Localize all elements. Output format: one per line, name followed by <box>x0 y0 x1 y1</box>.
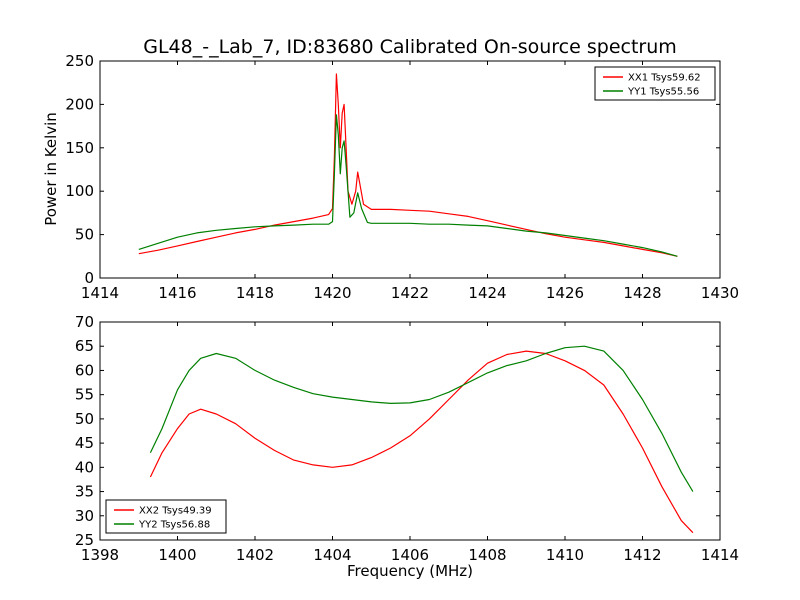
bottom-series-line-1 <box>149 350 694 534</box>
bottom-ytick-label: 65 <box>75 337 94 355</box>
top-xtick-label: 1414 <box>81 284 119 302</box>
top-legend-label-1: XX1 Tsys59.62 <box>628 73 701 84</box>
top-ytick-label: 200 <box>65 95 94 113</box>
bottom-series-line-2 <box>149 345 694 492</box>
top-xtick-label: 1430 <box>701 284 739 302</box>
top-xtick-label: 1428 <box>623 284 661 302</box>
bottom-ytick-label: 35 <box>75 483 94 501</box>
bottom-xtick-label: 1410 <box>546 546 584 564</box>
top-ytick-label: 250 <box>65 52 94 70</box>
bottom-xtick-label: 1408 <box>468 546 506 564</box>
bottom-legend-label-1: XX2 Tsys49.39 <box>139 506 212 517</box>
top-plot: 1414 1416 1418 1420 1422 1424 1426 1428 1430 0 50 1… <box>42 52 739 302</box>
bottom-legend-label-2: YY2 Tsys56.88 <box>138 520 210 531</box>
bottom-legend-box <box>105 499 227 534</box>
bottom-ytick-label: 60 <box>75 361 94 379</box>
top-ytick-label: 0 <box>84 269 94 287</box>
bottom-ytick-label: 50 <box>75 410 94 428</box>
bottom-ytick-label: 40 <box>75 458 94 476</box>
bottom-xtick-label: 1412 <box>623 546 661 564</box>
bottom-xlabel: Frequency (MHz) <box>347 562 473 580</box>
top-ytick-label: 150 <box>65 139 94 157</box>
bottom-xtick-label: 1406 <box>391 546 429 564</box>
top-ytick-label: 100 <box>65 182 94 200</box>
top-xtick-label: 1420 <box>313 284 351 302</box>
top-xtick-label: 1416 <box>158 284 196 302</box>
bottom-ytick-label: 45 <box>75 434 94 452</box>
top-xtick-label: 1422 <box>391 284 429 302</box>
bottom-ytick-label: 30 <box>75 507 94 525</box>
chart-title: GL48_-_Lab_7, ID:83680 Calibrated On-sou… <box>143 36 677 58</box>
bottom-plot: 1398 1400 1402 1404 1406 1408 1410 1412 1414 25 30… <box>75 313 739 580</box>
bottom-xtick-label: 1404 <box>313 546 351 564</box>
bottom-xtick-label: 1398 <box>81 546 119 564</box>
top-ytick-label: 50 <box>75 226 94 244</box>
top-ylabel: Power in Kelvin <box>42 112 60 226</box>
bottom-xtick-label: 1402 <box>236 546 274 564</box>
top-legend-box <box>594 66 716 101</box>
bottom-xtick-label: 1400 <box>158 546 196 564</box>
top-legend-label-2: YY1 Tsys55.56 <box>627 87 699 98</box>
top-xtick-label: 1426 <box>546 284 584 302</box>
bottom-ytick-label: 55 <box>75 386 94 404</box>
bottom-ytick-label: 25 <box>75 531 94 549</box>
bottom-xtick-label: 1414 <box>701 546 739 564</box>
top-xtick-label: 1424 <box>468 284 506 302</box>
top-xtick-label: 1418 <box>236 284 274 302</box>
top-series-line-2 <box>138 114 678 257</box>
bottom-ytick-label: 70 <box>75 313 94 331</box>
